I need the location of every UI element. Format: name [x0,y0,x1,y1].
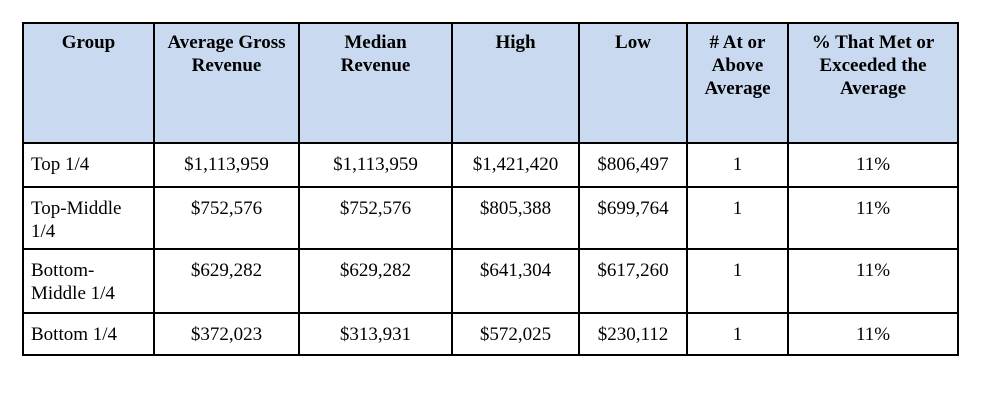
high-cell: $1,421,420 [451,142,580,188]
percent-met-cell: 11% [787,186,959,250]
revenue-table: Group Average Gross Revenue Median Reven… [22,22,959,356]
header-median-revenue: Median Revenue [298,22,453,144]
percent-met-cell: 11% [787,142,959,188]
group-cell: Top 1/4 [22,142,155,188]
high-cell: $641,304 [451,248,580,314]
percent-met-cell: 11% [787,248,959,314]
low-cell: $230,112 [578,312,688,356]
group-cell: Bottom 1/4 [22,312,155,356]
low-cell: $699,764 [578,186,688,250]
low-cell: $806,497 [578,142,688,188]
median-revenue-cell: $1,113,959 [298,142,453,188]
table-row: Top-Middle 1/4 $752,576 $752,576 $805,38… [22,186,959,250]
table-row: Bottom-Middle 1/4 $629,282 $629,282 $641… [22,248,959,314]
percent-met-cell: 11% [787,312,959,356]
at-or-above-average-cell: 1 [686,186,789,250]
average-gross-revenue-cell: $372,023 [153,312,300,356]
average-gross-revenue-cell: $1,113,959 [153,142,300,188]
median-revenue-cell: $313,931 [298,312,453,356]
header-at-or-above-average: # At or Above Average [686,22,789,144]
at-or-above-average-cell: 1 [686,142,789,188]
header-row: Group Average Gross Revenue Median Reven… [22,22,959,144]
header-percent-met-or-exceeded: % That Met or Exceeded the Average [787,22,959,144]
high-cell: $572,025 [451,312,580,356]
high-cell: $805,388 [451,186,580,250]
table-row: Top 1/4 $1,113,959 $1,113,959 $1,421,420… [22,142,959,188]
group-cell: Bottom-Middle 1/4 [22,248,155,314]
average-gross-revenue-cell: $752,576 [153,186,300,250]
at-or-above-average-cell: 1 [686,312,789,356]
median-revenue-cell: $629,282 [298,248,453,314]
header-low: Low [578,22,688,144]
header-group: Group [22,22,155,144]
header-average-gross-revenue: Average Gross Revenue [153,22,300,144]
median-revenue-cell: $752,576 [298,186,453,250]
table-row: Bottom 1/4 $372,023 $313,931 $572,025 $2… [22,312,959,356]
at-or-above-average-cell: 1 [686,248,789,314]
average-gross-revenue-cell: $629,282 [153,248,300,314]
header-high: High [451,22,580,144]
group-cell: Top-Middle 1/4 [22,186,155,250]
low-cell: $617,260 [578,248,688,314]
